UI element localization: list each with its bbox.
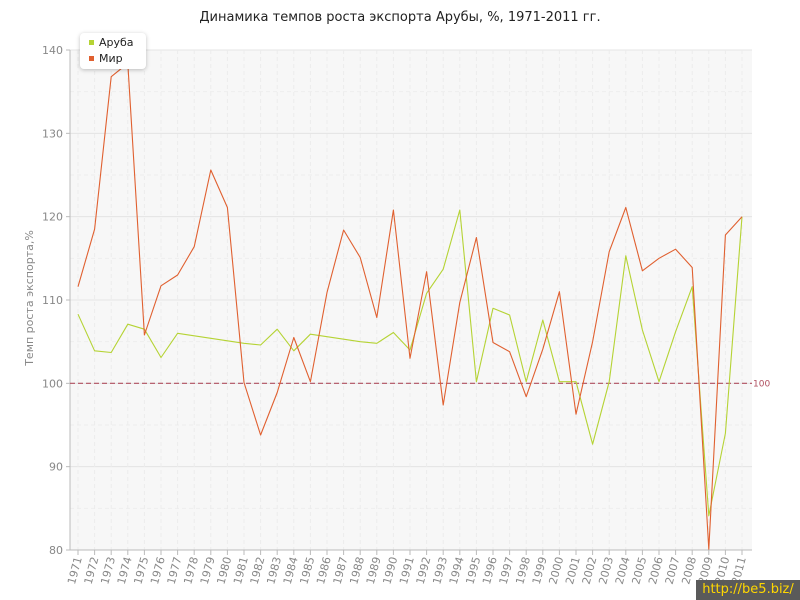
series-line-aruba [77, 209, 743, 517]
legend-item-world[interactable]: Мир [89, 52, 123, 66]
y-tick-label: 100 [42, 377, 63, 390]
legend-label-aruba: Аруба [99, 36, 134, 49]
y-tick-label: 80 [49, 544, 63, 557]
y-axis-label: Темп роста экспорта,% [23, 230, 36, 367]
y-tick-label: 110 [42, 294, 63, 307]
y-tick-labels: 80 90 100 110 120 130 140 [42, 44, 63, 557]
legend-item-aruba[interactable]: Аруба [89, 36, 134, 50]
y-tick-label: 90 [49, 461, 63, 474]
legend-swatch-world [89, 55, 94, 61]
chart-title: Динамика темпов роста экспорта Арубы, %,… [199, 10, 601, 25]
y-tick-label: 120 [42, 211, 63, 224]
reference-line-label: 100 [753, 379, 770, 389]
grid [70, 49, 752, 551]
watermark-link[interactable]: http://be5.biz/ [696, 580, 800, 600]
axes [66, 49, 752, 555]
series-lines [77, 62, 743, 550]
series-line-world [77, 62, 743, 550]
y-tick-label: 130 [42, 127, 63, 140]
legend-label-world: Мир [99, 52, 123, 65]
legend: Аруба Мир [80, 33, 146, 69]
x-tick-labels: 1971197219731974197519761977197819791980… [65, 555, 749, 585]
y-tick-label: 140 [42, 44, 63, 57]
legend-swatch-aruba [89, 39, 94, 45]
reference-line-group: 100 [70, 379, 770, 389]
